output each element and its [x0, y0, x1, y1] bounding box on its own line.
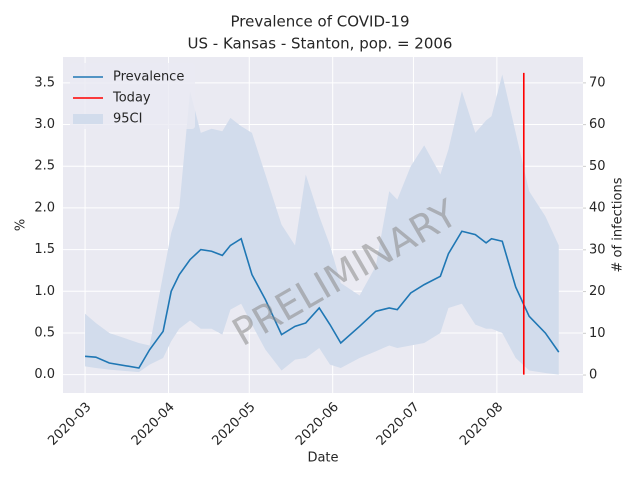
y-axis-label: %	[14, 219, 29, 231]
x-tick-label: 2020-08	[457, 400, 506, 449]
chart-title: Prevalence of COVID-19	[230, 13, 409, 31]
prevalence-line	[85, 230, 560, 369]
x-tick-label: 2020-05	[210, 400, 259, 449]
y-tick-label: 3.0	[34, 117, 55, 132]
legend-label: Today	[112, 91, 151, 106]
x-tick-label: 2020-03	[45, 400, 94, 449]
x-tick-label: 2020-04	[129, 400, 178, 449]
y-tick-label: 2.0	[34, 200, 55, 215]
y-tick-label: 1.5	[34, 242, 55, 257]
y2-tick-label: 70	[589, 75, 606, 90]
y-tick-label: 1.0	[34, 284, 55, 299]
y2-tick-label: 40	[589, 201, 606, 216]
y-tick-label: 2.5	[34, 159, 55, 174]
y2-tick-label: 60	[589, 117, 606, 132]
y2-tick-label: 0	[589, 368, 597, 383]
y2-tick-label: 50	[589, 159, 606, 174]
y-tick-label: 0.5	[34, 325, 55, 340]
y2-tick-label: 30	[589, 242, 606, 257]
legend-swatch	[73, 114, 103, 124]
legend-label: 95CI	[113, 112, 142, 127]
y2-tick-label: 20	[589, 284, 606, 299]
y-tick-label: 0.0	[34, 367, 55, 382]
legend-label: Prevalence	[113, 70, 184, 85]
y-tick-label: 3.5	[34, 75, 55, 90]
x-tick-label: 2020-06	[293, 400, 342, 449]
legend-box	[70, 63, 195, 129]
chart-subtitle: US - Kansas - Stanton, pop. = 2006	[188, 35, 453, 53]
y2-axis-label: # of infections	[611, 177, 626, 272]
x-axis-label: Date	[307, 451, 338, 466]
x-tick-label: 2020-07	[374, 400, 423, 449]
confidence-band	[85, 74, 559, 375]
y2-tick-label: 10	[589, 326, 606, 341]
